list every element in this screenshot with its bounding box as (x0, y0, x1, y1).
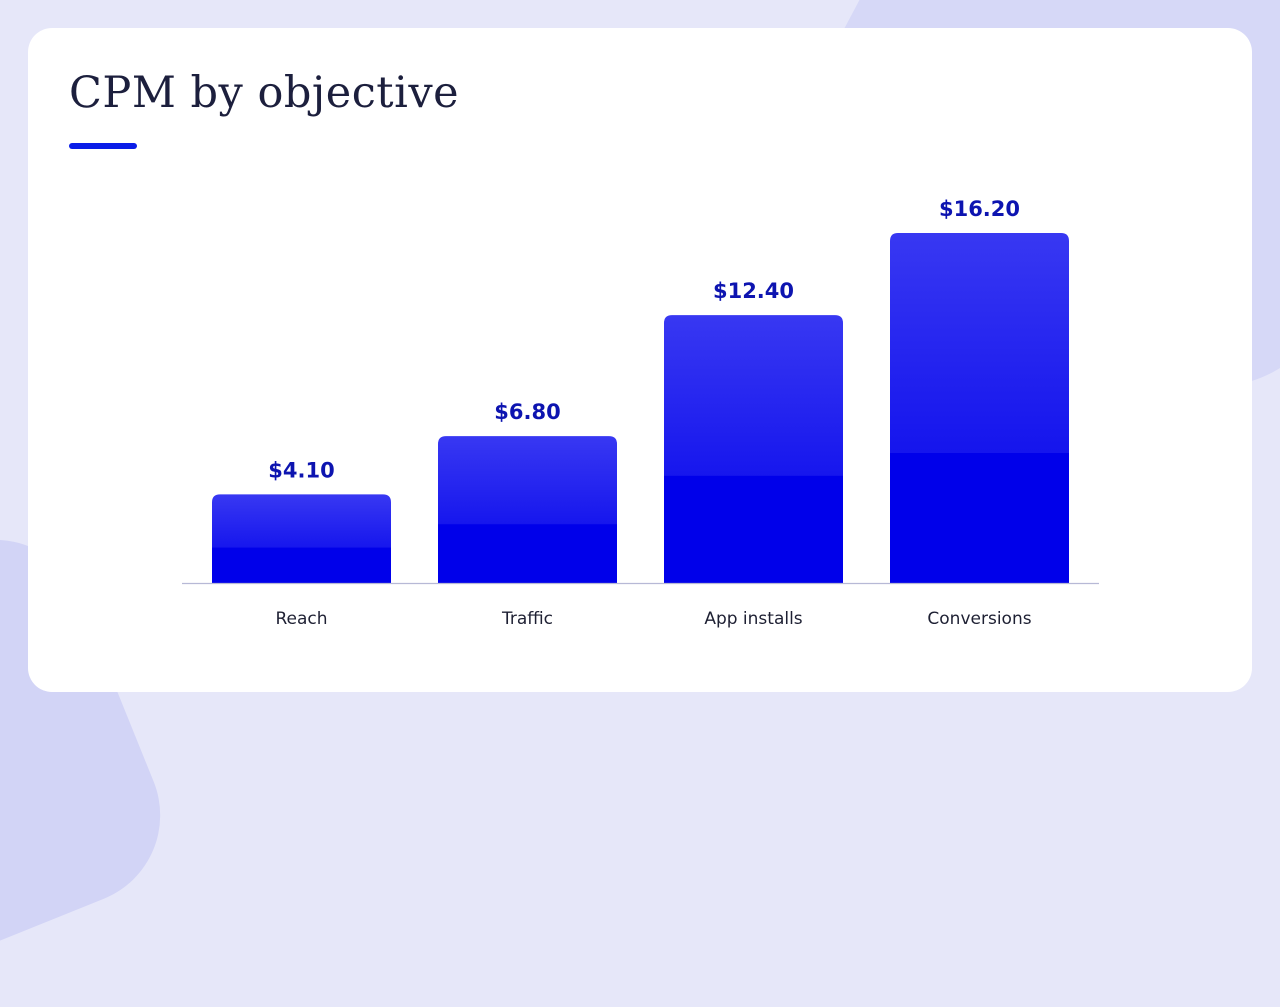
slide-card: CPM by objective $4.10 $6.80 $12.40 $16.20 … (28, 28, 1252, 692)
bars-group (212, 233, 1069, 583)
category-labels-group: Reach Traffic App installs Conversions (275, 609, 1031, 629)
value-label-conversions: $16.20 (939, 197, 1020, 221)
bar-base-band-reach (212, 547, 391, 583)
chart-title: CPM by objective (69, 68, 460, 118)
category-label-traffic: Traffic (501, 609, 553, 629)
category-label-conversions: Conversions (927, 609, 1031, 629)
bar-base-band-app-installs (664, 475, 843, 583)
value-label-app-installs: $12.40 (713, 279, 794, 303)
value-label-traffic: $6.80 (494, 400, 560, 424)
bar-base-band-conversions (890, 453, 1069, 583)
bar-chart: $4.10 $6.80 $12.40 $16.20 Reach Traffic App i… (182, 197, 1099, 629)
value-labels-group: $4.10 $6.80 $12.40 $16.20 (268, 197, 1020, 482)
title-accent-underline (69, 143, 137, 149)
bar-base-band-traffic (438, 524, 617, 583)
value-label-reach: $4.10 (268, 458, 334, 482)
category-label-app-installs: App installs (704, 609, 802, 629)
category-label-reach: Reach (275, 609, 327, 629)
